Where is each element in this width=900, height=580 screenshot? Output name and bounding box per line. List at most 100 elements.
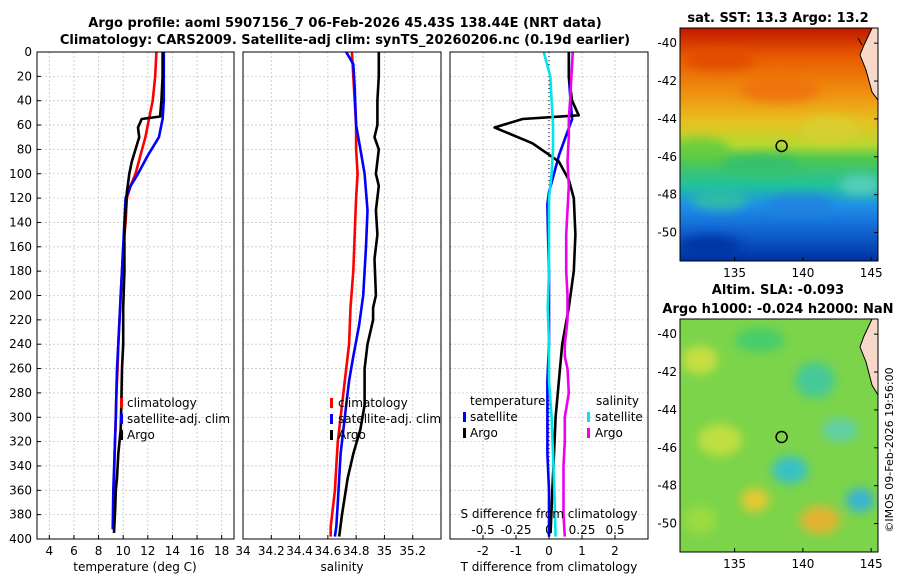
y-tick-label: 320 <box>9 435 32 449</box>
coastline-land <box>859 28 878 101</box>
series-line-t-argo <box>493 52 581 533</box>
imos-credit: ©IMOS 09-Feb-2026 19:56:00 <box>883 367 896 532</box>
map-y-tick-label: -46 <box>657 441 677 455</box>
y-tick-label: 0 <box>24 45 32 59</box>
difference-profile-panel: -2 -1 0 1 2 T difference from climatology S … <box>449 51 649 574</box>
x-tick-label: 35 <box>377 544 392 558</box>
y-tick-label: 20 <box>17 69 32 83</box>
sla-map-panel: Altim. SLA: -0.093 Argo h1000: -0.024 h2… <box>657 283 893 571</box>
coastline-land <box>859 319 878 396</box>
x-tick-label: -1 <box>510 544 522 558</box>
map-x-tick-label: 135 <box>723 266 746 280</box>
legend-swatch-t-argo <box>463 428 466 438</box>
y-tick-label: 280 <box>9 386 32 400</box>
x-tick-label: -2 <box>477 544 489 558</box>
x-tick-label: 14 <box>165 544 180 558</box>
y-tick-label: 140 <box>9 215 32 229</box>
title-line-1: Argo profile: aoml 5907156_7 06-Feb-2026… <box>88 16 601 31</box>
map-x-tick-label: 140 <box>791 266 814 280</box>
map-y-tick-label: -42 <box>657 74 677 88</box>
sst-eddies <box>680 50 878 255</box>
argo-location-marker <box>775 139 788 153</box>
y-tick-label: 200 <box>9 289 32 303</box>
x-tick-label: 2 <box>611 544 619 558</box>
legend-title-salinity: salinity <box>596 394 639 408</box>
legend-title-temperature: temperature <box>470 394 545 408</box>
y-tick-label: 120 <box>9 191 32 205</box>
s-diff-tick-label: -0.5 <box>471 523 494 537</box>
temperature-profile-panel: 4 6 8 10 12 14 16 18 0 20 40 60 80 100 120 140 160 180 20… <box>9 45 235 574</box>
map-y-tick-label: -50 <box>657 226 677 240</box>
x-tick-label: 0 <box>545 544 553 558</box>
map-x-tick-label: 145 <box>860 266 883 280</box>
map-y-tick-label: -50 <box>657 517 677 531</box>
map-y-tick-label: -42 <box>657 365 677 379</box>
y-tick-label: 160 <box>9 240 32 254</box>
legend-label-argo: Argo <box>127 428 155 442</box>
x-tick-label: 6 <box>70 544 78 558</box>
legend-swatch-satellite <box>330 414 333 424</box>
legend-swatch-climatology <box>120 398 123 408</box>
y-tick-label: 80 <box>17 142 32 156</box>
map-y-tick-label: -44 <box>657 403 677 417</box>
legend-swatch-s-satellite <box>587 412 590 422</box>
x-tick-label: 18 <box>214 544 229 558</box>
legend-label-satellite: satellite-adj. clim <box>127 412 230 426</box>
map-y-tick-label: -48 <box>657 188 677 202</box>
x-tick-label: 12 <box>140 544 155 558</box>
y-tick-label: 40 <box>17 94 32 108</box>
y-tick-label: 340 <box>9 459 32 473</box>
s-diff-tick-label: 0.5 <box>605 523 624 537</box>
x-tick-label: 1 <box>578 544 586 558</box>
map-y-tick-label: -48 <box>657 479 677 493</box>
x-tick-label: 34.4 <box>286 544 313 558</box>
legend-swatch-satellite <box>120 414 123 424</box>
legend-label-s-satellite: satellite <box>595 410 643 424</box>
series-line-s-satellite <box>542 51 557 537</box>
argo-location-marker <box>775 430 788 444</box>
s-difference-axis-label: S difference from climatology <box>461 507 638 521</box>
y-tick-label: 220 <box>9 313 32 327</box>
map-y-tick-label: -40 <box>657 36 677 50</box>
sla-eddies <box>682 328 874 534</box>
legend-swatch-t-satellite <box>463 412 466 422</box>
s-diff-tick-label: -0.25 <box>500 523 531 537</box>
series-line-climatology <box>329 51 359 537</box>
x-tick-label: 34.6 <box>314 544 341 558</box>
y-tick-label: 300 <box>9 410 32 424</box>
y-tick-label: 360 <box>9 483 32 497</box>
salinity-x-axis-label: salinity <box>320 560 363 574</box>
map-x-tick-label: 140 <box>791 557 814 571</box>
series-line-argo <box>337 52 381 537</box>
map-y-tick-label: -40 <box>657 327 677 341</box>
y-tick-label: 380 <box>9 508 32 522</box>
legend-label-s-argo: Argo <box>595 426 623 440</box>
legend-swatch-climatology <box>330 398 333 408</box>
legend-label-t-argo: Argo <box>470 426 498 440</box>
series-line-satellite-adj-clim <box>333 51 369 537</box>
map-x-tick-label: 145 <box>860 557 883 571</box>
y-tick-label: 260 <box>9 362 32 376</box>
legend-swatch-s-argo <box>587 428 590 438</box>
salinity-profile-panel: 34 34.2 34.4 34.6 34.8 35 35.2 salinity climat… <box>235 51 442 574</box>
x-tick-label: 34.8 <box>343 544 370 558</box>
sst-map-title: sat. SST: 13.3 Argo: 13.2 <box>687 11 868 26</box>
y-tick-label: 180 <box>9 264 32 278</box>
legend-label-climatology: climatology <box>127 396 197 410</box>
series-line-argo <box>112 52 164 533</box>
s-difference-legend: salinity satellite Argo <box>587 394 643 440</box>
map-x-tick-label: 135 <box>723 557 746 571</box>
title-line-2: Climatology: CARS2009. Satellite-adj cli… <box>60 33 630 48</box>
legend-label-argo: Argo <box>338 428 366 442</box>
x-tick-label: 4 <box>45 544 53 558</box>
y-tick-label: 60 <box>17 118 32 132</box>
x-tick-label: 34 <box>235 544 250 558</box>
sla-map-title-line-1: Altim. SLA: -0.093 <box>712 283 844 298</box>
legend-swatch-argo <box>330 430 333 440</box>
y-tick-label: 400 <box>9 532 32 546</box>
temperature-x-axis-label: temperature (deg C) <box>73 560 196 574</box>
y-tick-label: 100 <box>9 167 32 181</box>
x-tick-label: 35.2 <box>399 544 426 558</box>
x-tick-label: 34.2 <box>258 544 285 558</box>
